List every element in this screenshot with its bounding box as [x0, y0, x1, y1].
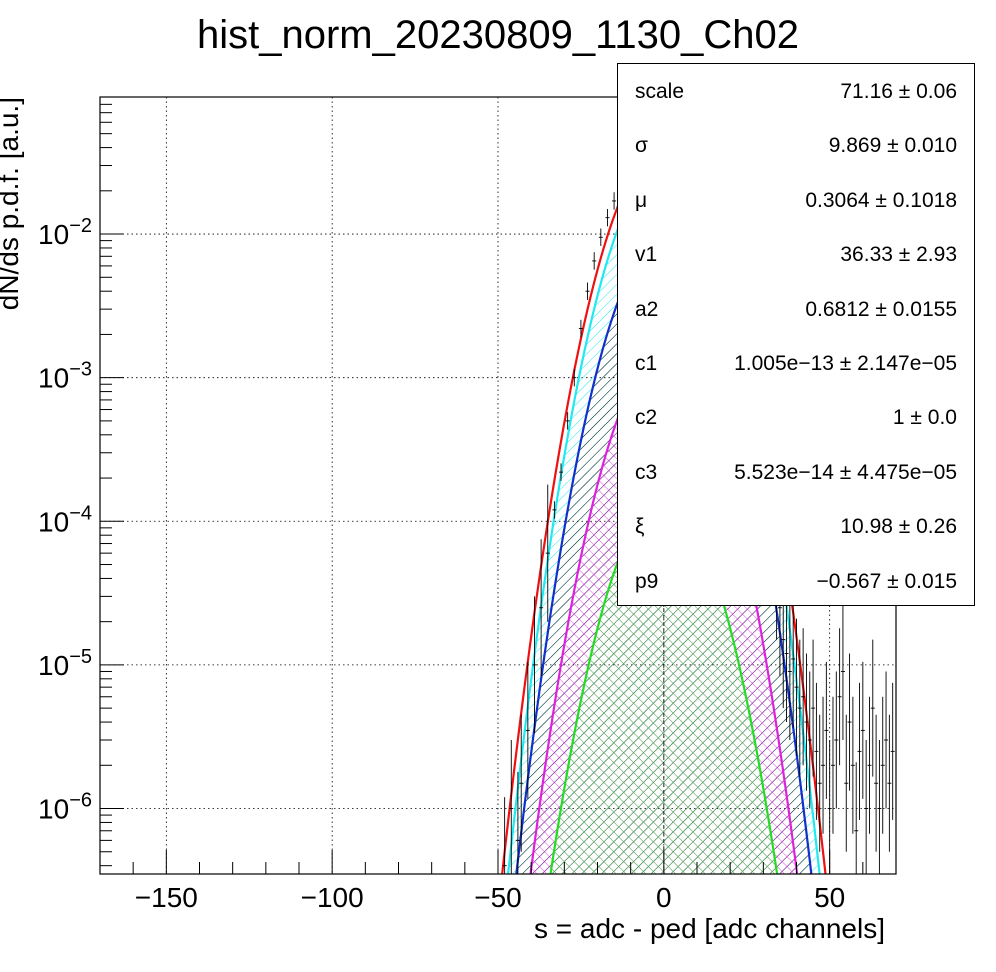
x-tick-label: −50: [474, 882, 522, 913]
data-point: [532, 596, 537, 734]
data-point: [565, 412, 570, 430]
stat-value: 71.16 ± 0.06: [840, 80, 957, 103]
data-point: [502, 797, 507, 874]
x-axis-label: s = adc - ped [adc channels]: [534, 913, 885, 944]
data-point: [854, 762, 859, 874]
stat-name: ξ: [635, 515, 645, 539]
axis-ticks: −150 −100 −50 0 50 10−6 10−5 10−4 10−3 10−2: [38, 96, 897, 913]
stat-value: 0.6812 ± 0.0155: [805, 297, 957, 321]
data-point: [801, 628, 806, 766]
data-point: [559, 463, 564, 481]
stat-name: v1: [635, 243, 658, 267]
data-point: [867, 696, 872, 834]
stat-row: ξ 10.98 ± 0.26: [618, 515, 974, 545]
data-point: [874, 714, 879, 852]
data-point: [830, 696, 835, 834]
data-point: [857, 682, 862, 820]
data-point: [824, 661, 829, 799]
data-point: [877, 739, 882, 874]
data-point: [807, 671, 812, 809]
stat-value: −0.567 ± 0.015: [816, 569, 957, 593]
data-point: [817, 714, 822, 852]
data-point: [887, 714, 892, 852]
data-point: [837, 628, 842, 766]
data-point: [787, 602, 792, 740]
x-tick-label: −100: [301, 882, 364, 913]
data-point: [784, 585, 789, 723]
data-point: [847, 653, 852, 791]
data-point: [545, 484, 550, 622]
stat-row: c3 5.523e−14 ± 4.475e−05: [618, 461, 974, 491]
y-tick-label: 10−2: [38, 215, 92, 250]
data-point: [797, 639, 802, 777]
stat-value: 10.98 ± 0.26: [840, 515, 957, 539]
stat-name: σ: [635, 134, 648, 158]
stat-name: c1: [635, 352, 658, 375]
y-tick-label: 10−5: [38, 646, 92, 681]
stat-name: p9: [635, 569, 659, 593]
data-point: [572, 368, 577, 387]
data-point: [814, 682, 819, 820]
x-tick-label: 50: [814, 882, 845, 913]
stat-value: 36.33 ± 2.93: [840, 243, 957, 267]
data-point: [880, 696, 885, 834]
data-point: [515, 771, 520, 874]
data-points: [502, 138, 895, 874]
stat-row: μ 0.3064 ± 0.1018: [618, 189, 974, 219]
fit-stats-box: scale 71.16 ± 0.06 σ 9.869 ± 0.010 μ 0.3064 ±…: [617, 63, 975, 606]
data-point: [552, 501, 557, 519]
stat-row: v1 36.33 ± 2.93: [618, 243, 974, 273]
data-point: [844, 714, 849, 852]
stat-row: p9 −0.567 ± 0.015: [618, 570, 974, 600]
chart-title: hist_norm_20230809_1130_Ch02: [197, 13, 799, 57]
y-tick-label: 10−4: [38, 502, 92, 537]
data-point: [811, 639, 816, 777]
x-tick-label: −150: [135, 882, 198, 913]
data-point: [804, 653, 809, 791]
data-point: [598, 228, 603, 246]
stat-value: 0.3064 ± 0.1018: [805, 188, 957, 212]
stat-row: σ 9.869 ± 0.010: [618, 134, 974, 164]
data-point: [509, 739, 514, 874]
stat-name: scale: [635, 80, 685, 103]
stat-row: scale 71.16 ± 0.06: [618, 80, 974, 110]
x-tick-label: 0: [656, 882, 672, 913]
stat-value: 1 ± 0.0: [892, 406, 957, 430]
data-point: [539, 539, 544, 677]
data-point: [519, 714, 524, 852]
data-point: [585, 282, 590, 300]
data-point: [821, 696, 826, 834]
data-point: [884, 671, 889, 809]
data-point: [525, 661, 530, 799]
data-point: [605, 208, 610, 227]
data-point: [592, 252, 597, 270]
data-point: [578, 319, 583, 338]
data-point: [850, 696, 855, 834]
data-point: [791, 590, 796, 728]
data-point: [794, 618, 799, 756]
y-tick-label: 10−3: [38, 359, 92, 394]
stat-value: 9.869 ± 0.010: [828, 134, 957, 158]
stat-value: 1.005e−13 ± 2.147e−05: [734, 352, 957, 375]
stat-name: c2: [635, 406, 658, 430]
y-axis-label: dN/ds p.d.f. [a.u.]: [0, 97, 24, 310]
data-point: [612, 192, 617, 210]
stat-name: c3: [635, 460, 658, 484]
y-tick-label: 10−6: [38, 790, 92, 825]
stat-value: 5.523e−14 ± 4.475e−05: [734, 460, 957, 484]
stat-name: a2: [635, 297, 659, 321]
stat-row: c1 1.005e−13 ± 2.147e−05: [618, 352, 974, 382]
data-point: [834, 671, 839, 809]
stat-row: c2 1 ± 0.0: [618, 406, 974, 436]
stat-row: a2 0.6812 ± 0.0155: [618, 298, 974, 328]
data-point: [890, 682, 895, 820]
data-point: [860, 661, 865, 799]
data-point: [864, 739, 869, 874]
data-point: [840, 602, 845, 740]
data-point: [870, 639, 875, 777]
stat-name: μ: [635, 188, 648, 212]
